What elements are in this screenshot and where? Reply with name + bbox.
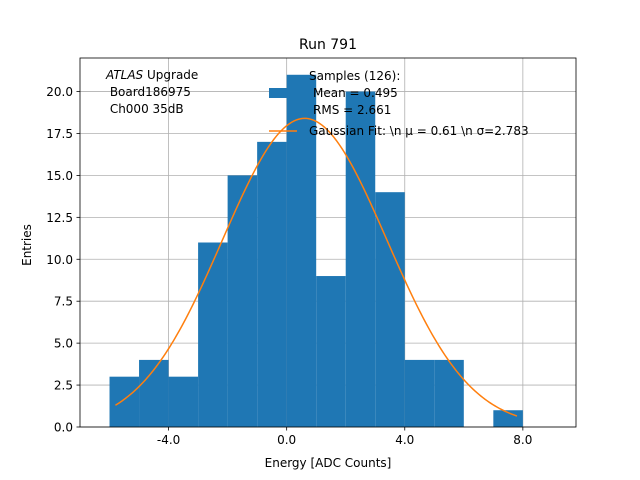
gaussian-fit-curve (115, 117, 518, 417)
histogram-bars (109, 74, 523, 427)
y-tick-label: 2.5 (54, 379, 73, 393)
histogram-bar (345, 91, 376, 427)
x-tick-label: 0.0 (277, 433, 296, 447)
histogram-bar (375, 192, 405, 427)
annotation-experiment: ATLAS (105, 68, 144, 82)
y-tick-label: 17.5 (46, 127, 73, 141)
annotation-board: Board186975 (106, 85, 191, 99)
legend-histogram-patch (269, 88, 297, 98)
x-tick-label: -4.0 (157, 433, 180, 447)
histogram-bar (227, 175, 258, 427)
histogram-bar (168, 376, 199, 427)
histogram-bar (257, 141, 287, 427)
y-axis-label: Entries (20, 224, 34, 266)
annotation-upgrade: Upgrade (143, 68, 198, 82)
histogram-bar (109, 376, 140, 427)
gaussian-fit (115, 117, 518, 417)
legend-samples-count: Samples (126): (309, 69, 400, 83)
x-axis-ticks: -4.0 0.0 4.0 8.0 (157, 427, 532, 447)
y-tick-label: 0.0 (54, 421, 73, 435)
legend-rms: RMS = 2.661 (313, 103, 391, 117)
histogram-bar (286, 74, 317, 427)
y-tick-label: 12.5 (46, 211, 73, 225)
chart-title: Run 791 (299, 37, 357, 53)
histogram-bar (434, 359, 464, 427)
plot-frame (79, 57, 577, 428)
annotation: ATLAS Upgrade Board186975 Ch000 35dB (105, 68, 198, 116)
x-tick-label: 4.0 (395, 433, 414, 447)
y-tick-label: 7.5 (54, 295, 73, 309)
y-tick-label: 20.0 (46, 85, 73, 99)
legend: Samples (126): Mean = 0.495 RMS = 2.661 … (269, 69, 529, 138)
y-tick-label: 5.0 (54, 337, 73, 351)
histogram-bar (316, 276, 346, 427)
legend-mean: Mean = 0.495 (313, 86, 398, 100)
y-tick-label: 10.0 (46, 253, 73, 267)
histogram-bar (198, 242, 228, 427)
histogram-bar (139, 359, 169, 427)
histogram-bar (493, 410, 523, 427)
x-tick-label: 8.0 (513, 433, 532, 447)
annotation-channel: Ch000 35dB (106, 102, 184, 116)
legend-fit-label: Gaussian Fit: \n μ = 0.61 \n σ=2.783 (309, 124, 529, 138)
y-tick-label: 15.0 (46, 169, 73, 183)
x-axis-label: Energy [ADC Counts] (265, 456, 392, 470)
annotation-line-1: ATLAS Upgrade (105, 68, 198, 82)
histogram-bar (404, 359, 435, 427)
y-axis-ticks: 0.0 2.5 5.0 7.5 10.0 12.5 15.0 17.5 20.0 (46, 85, 80, 435)
